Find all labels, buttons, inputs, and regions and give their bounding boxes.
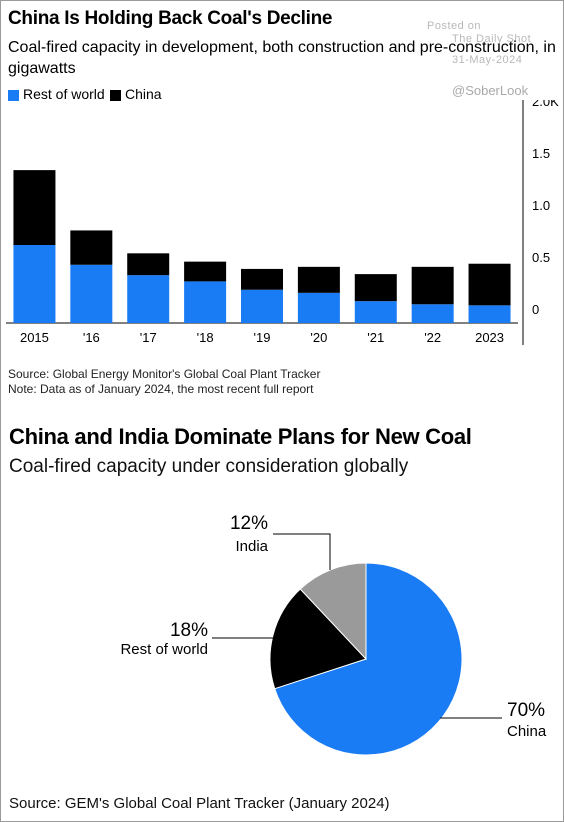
bar-rest-of-world-5 <box>297 292 340 323</box>
bar-china-7 <box>411 266 454 305</box>
chart1-source: Source: Global Energy Monitor's Global C… <box>8 367 321 381</box>
bar-china-4 <box>241 268 283 290</box>
watermark-site: The Daily Shot <box>452 33 532 45</box>
pie-slice-china <box>274 562 463 756</box>
legend-swatch-china <box>110 90 121 101</box>
x-tick-label: '22 <box>424 330 441 345</box>
pie-slice-rest-of-world <box>269 588 367 690</box>
pie-label-rest-of-world: Rest of world <box>120 641 208 658</box>
pie-chart: 70% China 18%Rest of world 12% India <box>120 513 547 756</box>
chart1-subtitle: Coal-fired capacity in development, both… <box>8 39 556 77</box>
pie-value-china: 70% <box>507 700 545 721</box>
bar-rest-of-world-3 <box>184 281 227 323</box>
bar-china-8 <box>468 263 511 306</box>
bar-chart: 2015 '16 '17 '18 '19 '20 '21 '22 2023 0 0.5 1.0 1.5 2… <box>6 100 559 345</box>
bar-rest-of-world-6 <box>354 301 397 323</box>
bar-rest-of-world-7 <box>411 304 454 323</box>
x-tick-label: '20 <box>310 330 327 345</box>
x-tick-label: 2023 <box>475 330 504 345</box>
legend-label-rest-of-world: Rest of world <box>23 86 105 102</box>
x-tick-label: 2015 <box>20 330 49 345</box>
bar-china-5 <box>297 266 340 293</box>
chart2-title: China and India Dominate Plans for New C… <box>9 424 472 449</box>
pie-label-india: India <box>235 538 268 555</box>
chart2-subtitle: Coal-fired capacity under consideration … <box>9 456 409 477</box>
legend-swatch-rest-of-world <box>8 90 19 101</box>
bar-china-6 <box>354 274 397 302</box>
x-tick-label: '18 <box>197 330 214 345</box>
x-tick-label: '19 <box>254 330 271 345</box>
bar-china-1 <box>70 230 113 265</box>
y-tick-label: 1.0 <box>532 198 550 213</box>
pie-value-rest-of-world: 18% <box>170 620 208 641</box>
callout-line-india <box>273 533 331 570</box>
chart2-source: Source: GEM's Global Coal Plant Tracker … <box>9 795 390 812</box>
watermark-posted-on: Posted on <box>427 20 482 32</box>
bar-rest-of-world-2 <box>127 275 170 323</box>
legend-label-china: China <box>125 86 162 102</box>
y-tick-label: 0 <box>532 302 539 317</box>
bar-china-0 <box>13 170 56 245</box>
x-tick-label: '21 <box>367 330 384 345</box>
pie-value-india: 12% <box>230 513 268 534</box>
bar-rest-of-world-1 <box>70 264 113 323</box>
chart1-note: Note: Data as of January 2024, the most … <box>8 382 314 396</box>
bar-china-2 <box>127 253 170 276</box>
pie-label-china: China <box>507 723 547 740</box>
watermark-date: 31-May-2024 <box>452 54 523 66</box>
x-tick-label: '17 <box>140 330 157 345</box>
y-tick-label: 1.5 <box>532 146 550 161</box>
x-tick-label: '16 <box>83 330 100 345</box>
pie-slice-india <box>299 562 367 661</box>
y-tick-label: 2.0K <box>532 100 559 109</box>
bar-rest-of-world-0 <box>13 245 56 323</box>
bar-rest-of-world-8 <box>468 305 511 323</box>
chart1-title: China Is Holding Back Coal's Decline <box>8 8 333 29</box>
watermark-handle: @SoberLook <box>452 83 529 98</box>
y-tick-label: 0.5 <box>532 250 550 265</box>
bar-rest-of-world-4 <box>241 289 283 323</box>
bar-china-3 <box>184 261 227 282</box>
